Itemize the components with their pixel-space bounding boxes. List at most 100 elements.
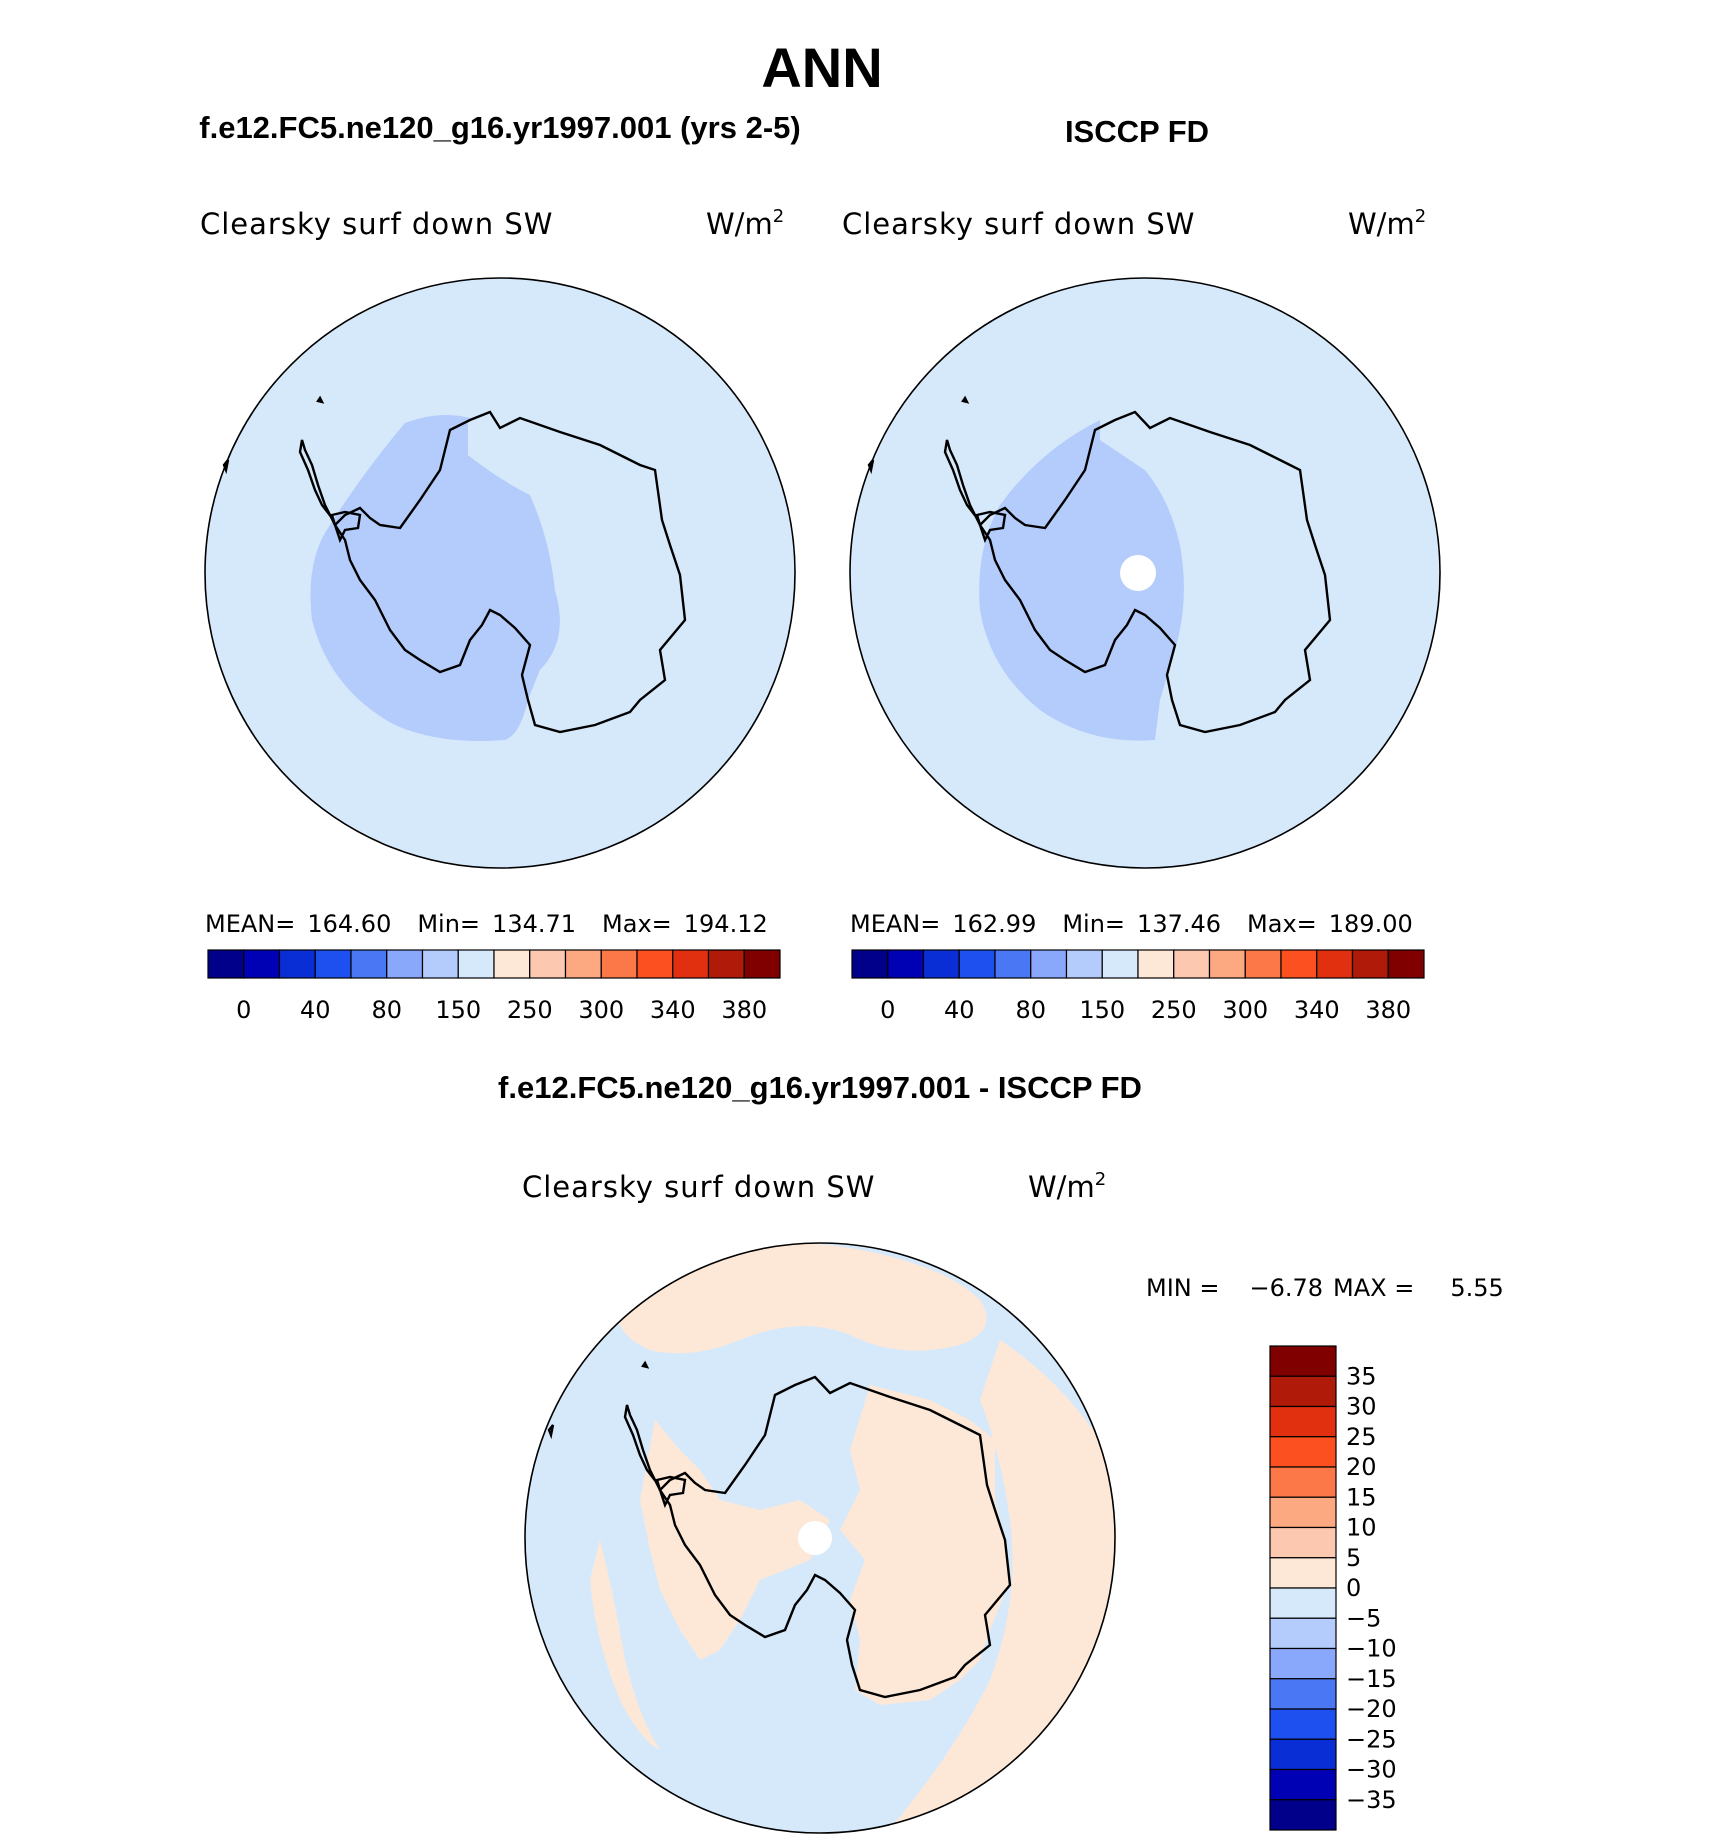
colorbar-swatch <box>707 949 745 979</box>
colorbar-swatch <box>1269 1557 1337 1589</box>
colorbar-swatch <box>922 949 960 979</box>
colorbar-obs: 0 40 80 150 250 300 340 380 <box>851 949 1425 1024</box>
colorbar-swatch <box>636 949 674 979</box>
colorbar-swatch <box>1137 949 1175 979</box>
colorbar-swatch <box>564 949 602 979</box>
colorbar-swatch <box>1101 949 1139 979</box>
colorbar-tick-label: 80 <box>371 996 402 1024</box>
colorbar-swatch <box>278 949 316 979</box>
panel-model-title: f.e12.FC5.ne120_g16.yr1997.001 (yrs 2-5) <box>199 110 800 145</box>
colorbar-swatch <box>350 949 388 979</box>
panel-diff: f.e12.FC5.ne120_g16.yr1997.001 - ISCCP F… <box>498 1070 1504 1834</box>
colorbar-swatch <box>1269 1405 1337 1438</box>
colorbar-swatch <box>1269 1436 1337 1468</box>
map-boundary <box>204 277 796 869</box>
peninsula-positive-region <box>640 1420 830 1660</box>
colorbar-tick-label: 30 <box>1346 1393 1377 1421</box>
colorbar-tick-label: 250 <box>1151 996 1197 1024</box>
colorbar-swatch <box>314 949 352 979</box>
colorbar-swatch <box>529 949 567 979</box>
panel-obs-map <box>850 278 1440 868</box>
colorbar-tick-label: 40 <box>300 996 331 1024</box>
panel-diff-units: W/m2 <box>1028 1169 1106 1204</box>
colorbar-swatch <box>1269 1587 1337 1619</box>
colorbar-tick-label: 80 <box>1015 996 1046 1024</box>
missing-data-pole <box>798 1521 832 1555</box>
colorbar-swatch <box>457 949 495 979</box>
colorbar-tick-label: −25 <box>1346 1725 1397 1753</box>
east-antarctica-positive-region <box>840 1385 1010 1705</box>
panel-obs: ISCCP FD Clearsky surf down SW W/m2 MEAN… <box>842 114 1441 1024</box>
antarctica-coastline <box>658 1375 1012 1699</box>
island-outlines <box>222 395 325 475</box>
colorbar-tick-label: −35 <box>1346 1786 1397 1814</box>
positive-anomaly-region <box>614 1243 987 1354</box>
colorbar-swatch <box>887 949 925 979</box>
colorbar-swatch <box>1269 1526 1337 1559</box>
colorbar-tick-label: 150 <box>435 996 481 1024</box>
colorbar-tick-label: 25 <box>1346 1423 1377 1451</box>
reduced-radiation-region <box>979 420 1184 741</box>
colorbar-swatch <box>1173 949 1211 979</box>
colorbar-swatch <box>1316 949 1354 979</box>
colorbar-tick-label: 300 <box>578 996 624 1024</box>
colorbar-swatch <box>994 949 1032 979</box>
colorbar-swatch <box>1269 1375 1337 1408</box>
panel-diff-title: f.e12.FC5.ne120_g16.yr1997.001 - ISCCP F… <box>498 1070 1142 1105</box>
ice-shelf-outline <box>330 510 362 544</box>
panel-diff-variable: Clearsky surf down SW <box>522 1170 875 1204</box>
colorbar-swatch <box>958 949 996 979</box>
panel-diff-map <box>525 1243 1115 1833</box>
colorbar-swatch <box>1269 1768 1337 1801</box>
colorbar-swatch <box>1269 1738 1337 1771</box>
panel-model-variable: Clearsky surf down SW <box>200 207 553 241</box>
map-boundary <box>524 1242 1116 1834</box>
panel-diff-minmax: MIN = −6.78 MAX = 5.55 <box>1146 1274 1504 1302</box>
peninsula-coastline <box>943 439 982 526</box>
positive-anomaly-region <box>590 1540 660 1750</box>
colorbar-swatch <box>1244 949 1282 979</box>
colorbar-swatch <box>1351 949 1389 979</box>
island-outlines <box>547 1360 650 1440</box>
panel-model-units: W/m2 <box>706 206 784 241</box>
colorbar-swatch <box>1269 1678 1337 1710</box>
colorbar-tick-label: −15 <box>1346 1665 1397 1693</box>
east-antarctica-field <box>468 412 685 732</box>
colorbar-swatch <box>1280 949 1318 979</box>
page-title: ANN <box>761 36 882 99</box>
colorbar-tick-label: 40 <box>944 996 975 1024</box>
colorbar-swatch <box>1269 1799 1337 1831</box>
colorbar-tick-label: −20 <box>1346 1695 1397 1723</box>
colorbar-swatch <box>1208 949 1246 979</box>
colorbar-swatch <box>600 949 638 979</box>
panel-model-map <box>205 278 795 868</box>
colorbar-swatch <box>1269 1496 1337 1529</box>
panel-obs-title: ISCCP FD <box>1065 114 1209 149</box>
map-boundary <box>849 277 1441 869</box>
colorbar-swatch <box>1269 1466 1337 1498</box>
colorbar-swatch <box>743 949 781 979</box>
panel-model-stats: MEAN= 164.60 Min= 134.71 Max= 194.12 <box>205 910 768 938</box>
colorbar-swatch <box>1269 1345 1337 1377</box>
antarctica-coastline <box>978 410 1332 734</box>
colorbar-tick-label: 15 <box>1346 1483 1377 1511</box>
panel-obs-units: W/m2 <box>1348 206 1426 241</box>
colorbar-swatch <box>1030 949 1068 979</box>
colorbar-tick-label: 0 <box>1346 1574 1361 1602</box>
colorbar-tick-label: 380 <box>721 996 767 1024</box>
colorbar-tick-label: 0 <box>880 996 895 1024</box>
ice-shelf-outline <box>655 1475 687 1509</box>
colorbar-swatch <box>1269 1647 1337 1680</box>
colorbar-tick-label: 340 <box>1294 996 1340 1024</box>
colorbar-tick-label: 300 <box>1222 996 1268 1024</box>
colorbar-swatch <box>1269 1708 1337 1740</box>
colorbar-swatch <box>421 949 459 979</box>
colorbar-swatch <box>1269 1617 1337 1650</box>
colorbar-swatch <box>672 949 710 979</box>
island-outlines <box>867 395 970 475</box>
colorbar-tick-label: 380 <box>1365 996 1411 1024</box>
east-antarctica-field <box>1100 412 1330 732</box>
colorbar-tick-label: 35 <box>1346 1362 1377 1390</box>
